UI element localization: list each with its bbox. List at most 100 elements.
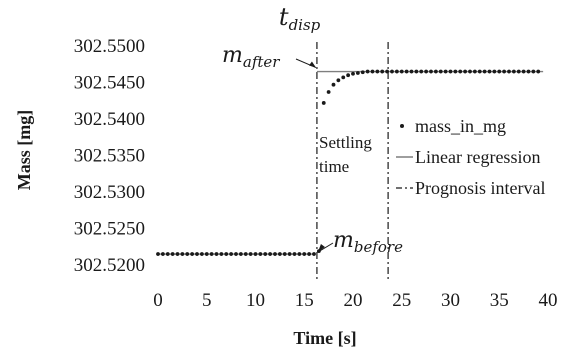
data-point xyxy=(526,69,531,74)
data-point xyxy=(536,69,541,74)
data-point xyxy=(277,252,282,256)
data-point xyxy=(331,82,336,87)
data-point xyxy=(521,69,526,74)
data-point xyxy=(156,252,160,256)
y-axis: 302.5200 302.5250 302.5300 302.5350 302.5400… xyxy=(74,36,145,276)
x-tick-label: 30 xyxy=(441,290,460,311)
data-point xyxy=(443,69,448,74)
data-point xyxy=(351,71,355,76)
y-tick-label: 302.5400 xyxy=(74,109,145,130)
data-point xyxy=(234,252,238,256)
legend-label: Prognosis interval xyxy=(415,178,546,198)
data-point xyxy=(365,69,370,74)
data-point xyxy=(507,69,511,74)
x-axis: 0 5 10 15 20 25 30 35 40 xyxy=(153,290,557,311)
settling-time-label: time xyxy=(319,157,349,176)
data-point xyxy=(238,252,243,256)
data-point xyxy=(302,252,307,256)
data-point xyxy=(248,252,253,256)
data-point xyxy=(195,252,199,256)
annotations: tdisp mafter mbefore Settling time xyxy=(222,3,403,256)
data-point xyxy=(268,252,273,256)
data-point xyxy=(487,69,492,74)
data-point xyxy=(531,69,536,74)
y-axis-title: Mass [mg] xyxy=(14,110,34,190)
data-point xyxy=(409,69,414,74)
data-point xyxy=(204,252,209,256)
legend-label: Linear regression xyxy=(415,147,540,167)
m-before-arrow xyxy=(317,242,334,253)
y-tick-label: 302.5250 xyxy=(74,219,145,240)
data-point xyxy=(511,69,516,74)
data-point xyxy=(497,69,502,74)
data-point xyxy=(321,101,326,105)
x-tick-label: 10 xyxy=(246,290,265,311)
x-tick-label: 35 xyxy=(490,290,509,311)
data-point xyxy=(273,252,277,256)
x-tick-label: 20 xyxy=(344,290,363,311)
y-tick-label: 302.5300 xyxy=(74,182,145,203)
data-point xyxy=(219,252,224,256)
data-point xyxy=(380,69,385,74)
data-point xyxy=(492,69,497,74)
data-point xyxy=(385,69,390,74)
data-point xyxy=(307,252,312,256)
legend: mass_in_mg Linear regression Prognosis int… xyxy=(396,116,546,198)
data-point xyxy=(453,69,458,74)
m-after-arrowhead xyxy=(308,61,316,68)
data-point xyxy=(312,252,316,256)
data-point xyxy=(472,69,477,74)
data-point xyxy=(419,69,424,74)
plot-points xyxy=(156,69,541,256)
y-tick-label: 302.5450 xyxy=(74,73,145,94)
data-point xyxy=(477,69,482,74)
data-point xyxy=(468,69,472,74)
data-point xyxy=(229,252,234,256)
data-point xyxy=(209,252,214,256)
data-point xyxy=(438,69,443,74)
data-point xyxy=(224,252,229,256)
data-point xyxy=(180,252,185,256)
data-point xyxy=(502,69,507,74)
m-before-arrowhead xyxy=(317,244,325,253)
data-point xyxy=(258,252,263,256)
data-point xyxy=(263,252,268,256)
m-after-label: mafter xyxy=(222,43,280,71)
data-point xyxy=(170,252,175,256)
data-point xyxy=(390,69,394,74)
data-point xyxy=(424,69,429,74)
data-point xyxy=(458,69,463,74)
data-point xyxy=(287,252,292,256)
y-tick-label: 302.5350 xyxy=(74,146,145,167)
data-point xyxy=(297,252,302,256)
data-point xyxy=(404,69,409,74)
data-point xyxy=(370,69,375,74)
data-point xyxy=(346,73,351,78)
data-point xyxy=(516,69,521,74)
x-tick-label: 40 xyxy=(539,290,558,311)
y-tick-label: 302.5500 xyxy=(74,36,145,57)
y-tick-label: 302.5200 xyxy=(74,255,145,276)
data-point xyxy=(175,252,180,256)
data-point xyxy=(199,252,204,256)
legend-marker-points xyxy=(400,124,404,128)
x-tick-label: 0 xyxy=(153,290,163,311)
data-point xyxy=(360,70,365,75)
data-point xyxy=(414,69,419,74)
data-point xyxy=(355,71,360,75)
x-tick-label: 25 xyxy=(392,290,411,311)
x-tick-label: 5 xyxy=(202,290,212,311)
data-point xyxy=(185,252,190,256)
data-point xyxy=(448,69,453,74)
data-point xyxy=(165,252,170,256)
data-point xyxy=(190,252,195,256)
settling-time-label: Settling xyxy=(319,133,372,152)
data-point xyxy=(214,252,219,256)
x-axis-title: Time [s] xyxy=(293,328,356,348)
data-point xyxy=(375,69,380,74)
legend-label: mass_in_mg xyxy=(415,116,506,136)
data-point xyxy=(292,252,297,256)
data-point xyxy=(282,252,287,256)
data-point xyxy=(429,69,433,74)
